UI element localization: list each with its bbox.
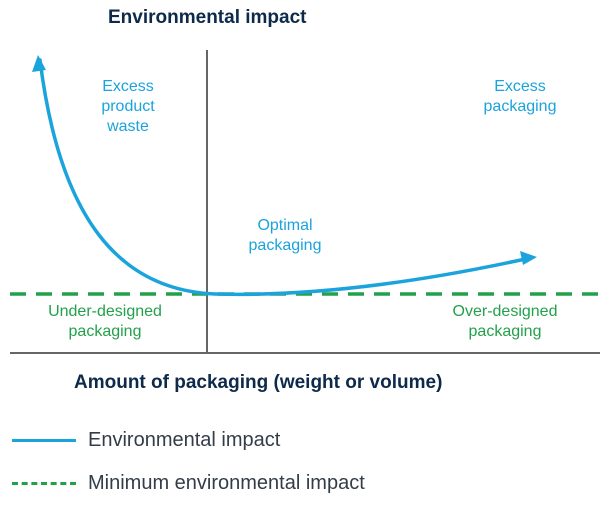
region-label-over-designed: Over-designed packaging: [452, 303, 558, 340]
legend-label: Environmental impact: [88, 429, 281, 451]
legend-swatch-dashed: [12, 482, 76, 485]
region-label-excess-packaging: Excess packaging: [483, 78, 557, 115]
curve-arrow-right-icon: [520, 251, 537, 265]
legend-item-environmental-impact: Environmental impact: [12, 428, 432, 452]
environmental-impact-curve: [38, 58, 532, 297]
region-label-under-designed: Under-designed packaging: [48, 303, 162, 340]
legend-item-minimum-impact: Minimum environmental impact: [12, 471, 432, 495]
legend-swatch-solid: [12, 439, 76, 442]
legend-label: Minimum environmental impact: [88, 472, 365, 494]
y-axis-title: Environmental impact: [108, 7, 307, 28]
region-label-optimal-packaging: Optimal packaging: [248, 217, 322, 254]
curve-arrow-up-icon: [32, 55, 46, 72]
region-label-excess-product-waste: Excess product waste: [101, 78, 155, 135]
x-axis-title: Amount of packaging (weight or volume): [74, 372, 443, 393]
